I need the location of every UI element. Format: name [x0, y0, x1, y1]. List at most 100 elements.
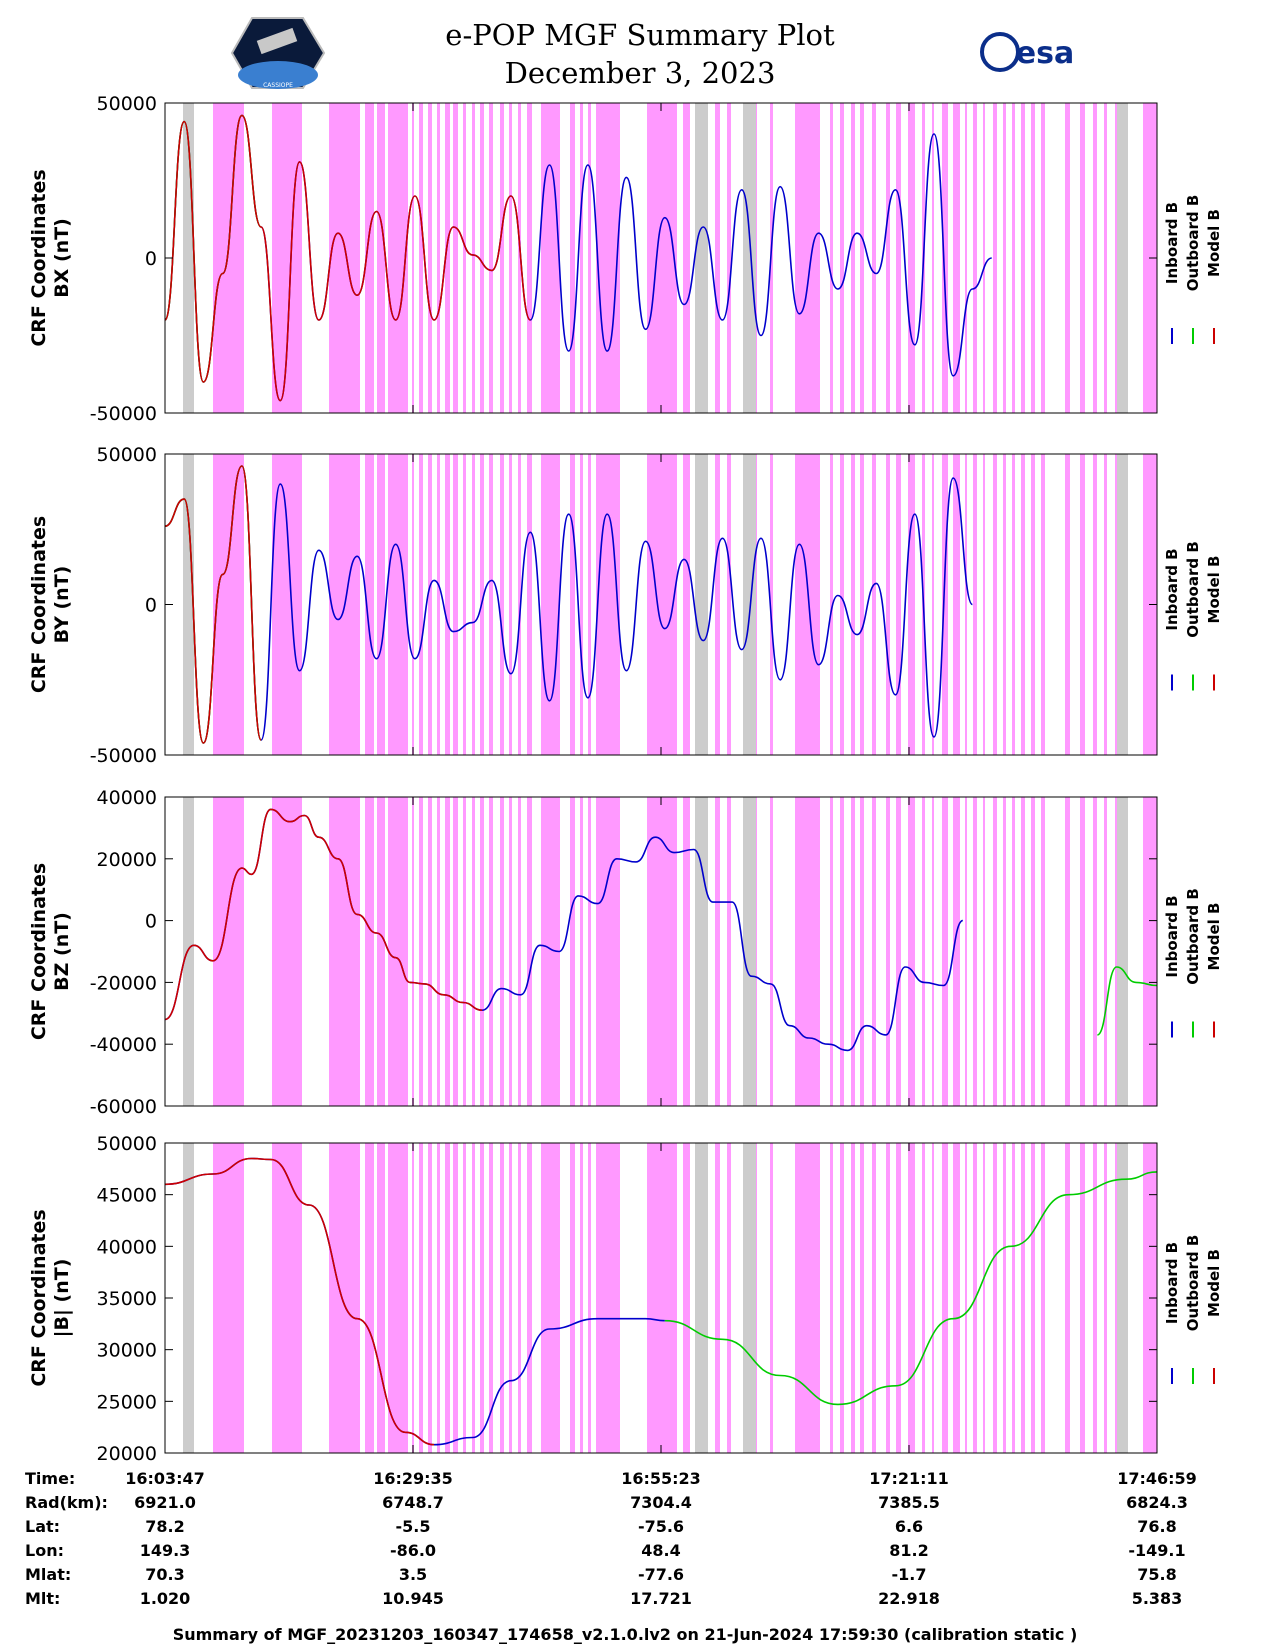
- ephemeris-value: 75.8: [1137, 1565, 1176, 1584]
- shading-band: [1093, 797, 1097, 1106]
- legend: Inboard B Outboard B Model B: [1163, 888, 1223, 1038]
- y-tick-label: 0: [145, 911, 157, 933]
- shading-band: [527, 454, 532, 755]
- ephemeris-row-label: Time:: [25, 1469, 75, 1488]
- shading-band: [365, 797, 374, 1106]
- shading-band: [830, 454, 833, 755]
- shading-band: [1115, 103, 1117, 413]
- y-axis-label-line: BY (nT): [51, 566, 73, 644]
- shading-band: [965, 1143, 967, 1453]
- legend-label: Model B: [1205, 209, 1223, 277]
- shading-band: [588, 454, 591, 755]
- shading-band: [965, 797, 967, 1106]
- plot-title: e-POP MGF Summary Plot: [445, 18, 835, 52]
- shading-band: [1080, 454, 1085, 755]
- shading-band: [1021, 454, 1025, 755]
- shading-band: [795, 1143, 820, 1453]
- legend-label: Model B: [1205, 903, 1223, 971]
- shading-band: [983, 797, 985, 1106]
- shading-band: [872, 797, 876, 1106]
- y-axis-label-line: BX (nT): [51, 218, 73, 298]
- y-axis-label-line: BZ (nT): [51, 912, 73, 991]
- shading-band: [365, 1143, 374, 1453]
- shading-band: [596, 797, 620, 1106]
- esa-logo-circle: [980, 32, 1020, 72]
- shading-band: [445, 1143, 450, 1453]
- legend: Inboard B Outboard B Model B: [1163, 195, 1223, 344]
- shading-band: [1104, 103, 1107, 413]
- y-tick-label: 20000: [97, 849, 157, 871]
- shading-band: [419, 454, 423, 755]
- y-axis-label-line: CRF Coordinates: [28, 169, 50, 346]
- shading-band: [500, 454, 504, 755]
- shading-band: [872, 1143, 876, 1453]
- ephemeris-value: 22.918: [878, 1589, 940, 1608]
- series-line-model-b: [164, 808, 483, 1021]
- shading-band: [412, 1143, 414, 1453]
- legend: Inboard B Outboard B Model B: [1163, 541, 1223, 691]
- ephemeris-value: 149.3: [140, 1541, 191, 1560]
- y-tick-label: 40000: [97, 787, 157, 809]
- shading-band: [683, 1143, 690, 1453]
- shading-band: [377, 797, 385, 1106]
- series-line-outboard-b: [664, 1171, 1158, 1406]
- ephemeris-value: 81.2: [889, 1541, 928, 1560]
- ephemeris-value: 5.383: [1132, 1589, 1183, 1608]
- y-tick-label: 50000: [97, 1133, 157, 1155]
- shading-band: [388, 454, 408, 755]
- legend-label: Outboard B: [1184, 888, 1202, 985]
- ephemeris-row-label: Lat:: [25, 1517, 60, 1536]
- shading-band: [993, 103, 997, 413]
- shading-band: [886, 1143, 890, 1453]
- shading-band: [527, 1143, 532, 1453]
- ephemeris-value: 6824.3: [1126, 1493, 1188, 1512]
- shading-band: [896, 103, 901, 413]
- y-axis-label-line: CRF Coordinates: [28, 863, 50, 1040]
- shading-band: [437, 1143, 440, 1453]
- shading-band: [908, 454, 915, 755]
- shading-band: [1065, 1143, 1070, 1453]
- shading-band: [412, 103, 414, 413]
- shading-band: [1093, 454, 1097, 755]
- y-tick-label: -40000: [90, 1034, 157, 1056]
- shading-band: [489, 454, 493, 755]
- shading-band-gray: [743, 797, 756, 1106]
- ephemeris-row-label: Rad(km):: [25, 1493, 108, 1512]
- shading-band: [953, 1143, 960, 1453]
- legend: Inboard B Outboard B Model B: [1163, 1235, 1223, 1384]
- shading-band: [388, 797, 408, 1106]
- series-line-model-b: [164, 465, 262, 744]
- shading-band: [1143, 797, 1157, 1106]
- shading-band: [1031, 454, 1035, 755]
- legend-label: Model B: [1205, 1249, 1223, 1317]
- shading-band: [480, 1143, 484, 1453]
- shading-band: [453, 1143, 458, 1453]
- shading-band: [1012, 103, 1015, 413]
- shading-band: [388, 103, 408, 413]
- shading-band: [541, 103, 560, 413]
- legend-label: Model B: [1205, 556, 1223, 624]
- shading-band: [932, 1143, 934, 1453]
- shading-band: [983, 1143, 985, 1453]
- shading-band: [932, 103, 934, 413]
- shading-band: [953, 797, 960, 1106]
- shading-band: [489, 1143, 493, 1453]
- shading-band: [953, 103, 960, 413]
- shading-band: [412, 454, 414, 755]
- shading-band-gray: [183, 797, 194, 1106]
- shading-band: [1012, 454, 1015, 755]
- shading-band: [993, 797, 997, 1106]
- shading-band: [500, 1143, 504, 1453]
- legend-label: Inboard B: [1163, 1242, 1181, 1324]
- shading-band: [213, 797, 244, 1106]
- shading-band: [541, 797, 560, 1106]
- y-tick-label: -60000: [90, 1096, 157, 1118]
- ephemeris-value: 1.020: [140, 1589, 191, 1608]
- esa-logo: esa: [980, 32, 1074, 72]
- shading-band: [727, 797, 731, 1106]
- shading-band: [795, 797, 820, 1106]
- shading-band-gray: [183, 1143, 194, 1453]
- shading-band: [428, 454, 432, 755]
- shading-band: [388, 1143, 408, 1453]
